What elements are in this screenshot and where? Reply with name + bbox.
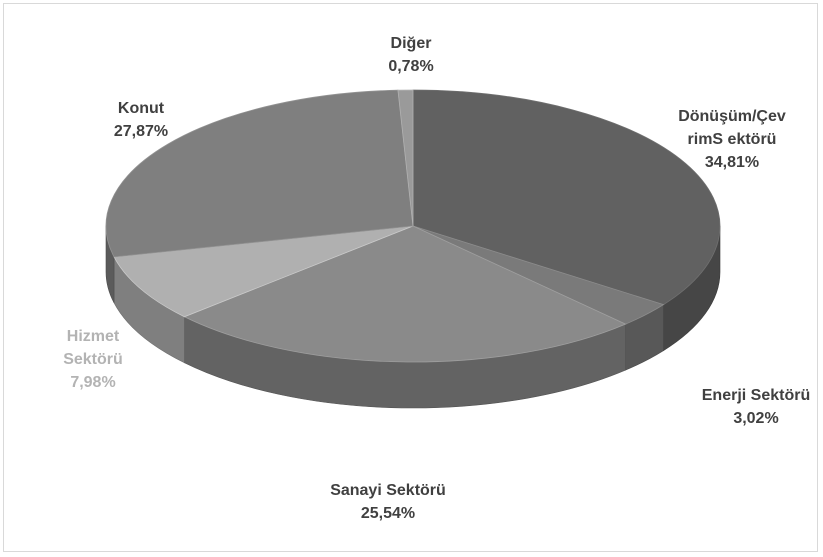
data-label: Hizmet Sektörü 7,98% [63,328,123,391]
data-label-category: Enerji Sektörü [702,387,810,404]
data-label-value: 27,87% [114,123,168,140]
data-label-category: rimS ektörü [688,131,777,148]
pie-side-walls [105,225,721,409]
data-label-category: Sanayi Sektörü [330,482,446,499]
data-label: Konut 27,87% [114,100,168,140]
pie-slices [105,89,721,363]
data-label: Enerji Sektörü 3,02% [702,387,810,427]
data-label-value: 3,02% [733,410,778,427]
data-label-category: Sektörü [63,351,123,368]
data-label: Sanayi Sektörü 25,54% [330,482,446,522]
data-label-category: Hizmet [67,328,120,345]
pie-chart: Dönüşüm/Çev rimS ektörü 34,81% Enerji Sektö… [63,35,810,522]
data-labels: Dönüşüm/Çev rimS ektörü 34,81% Enerji Sektö… [63,35,810,522]
data-label-value: 0,78% [388,58,433,75]
pie-slice[interactable] [397,89,414,227]
pie-slice[interactable] [183,225,627,363]
pie-slice[interactable] [105,89,414,258]
data-label: Dönüşüm/Çev rimS ektörü 34,81% [678,108,786,171]
pie-slice[interactable] [412,89,721,306]
data-label-category: Konut [118,100,165,117]
data-label-category: Diğer [391,35,432,52]
data-label: Diğer 0,78% [388,35,433,75]
data-label-value: 25,54% [361,505,415,522]
data-label-category: Dönüşüm/Çev [678,108,786,125]
data-label-value: 34,81% [705,154,759,171]
chart-area: Dönüşüm/Çev rimS ektörü 34,81% Enerji Sektö… [3,3,818,552]
data-label-value: 7,98% [70,374,115,391]
pie-slice[interactable] [113,225,414,318]
